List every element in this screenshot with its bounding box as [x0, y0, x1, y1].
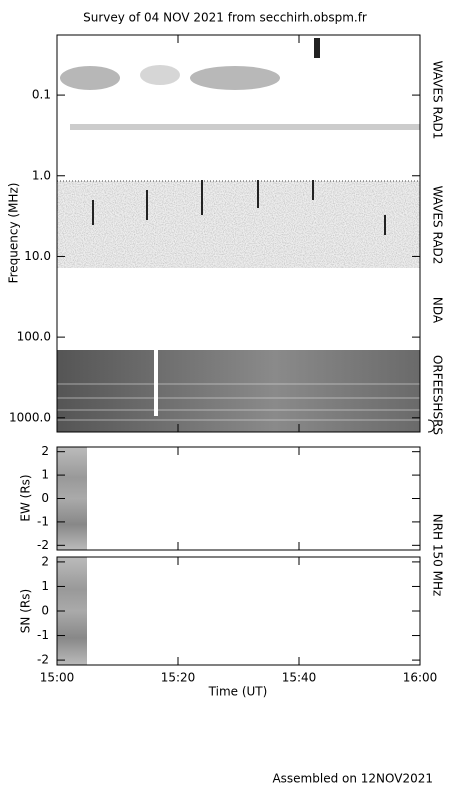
spectrogram-imagery	[57, 38, 435, 665]
y-tick-label: 0	[41, 604, 49, 618]
instrument-label: NDA	[431, 297, 445, 324]
ew-label: EW (Rs)	[19, 474, 33, 521]
instrument-label: WAVES RAD1	[431, 61, 445, 140]
y-tick-label: -2	[37, 538, 49, 552]
title: Survey of 04 NOV 2021 from secchirh.obsp…	[83, 11, 367, 25]
x-tick-label: 15:20	[161, 671, 196, 685]
sn-frame	[56, 556, 421, 666]
ew-frame	[56, 446, 421, 551]
x-tick-label: 15:00	[40, 671, 75, 685]
y-tick-label: 1000.0	[9, 410, 51, 424]
y-tick-label: -1	[37, 628, 49, 642]
y-tick-label: 10.0	[24, 249, 51, 263]
y-tick-label: -1	[37, 514, 49, 528]
y-tick-label: 100.0	[17, 330, 51, 344]
nrh-label: NRH 150 MHz	[431, 514, 445, 597]
instrument-label: WAVES RAD2	[431, 186, 445, 265]
y-tick-label: 2	[41, 444, 49, 458]
footer: Assembled on 12NOV2021	[272, 772, 433, 786]
y-tick-label: 1	[41, 579, 49, 593]
x-tick-label: 16:00	[403, 671, 438, 685]
x-tick-label: 15:40	[282, 671, 317, 685]
frequency-label: Frequency (MHz)	[7, 183, 21, 284]
y-tick-label: 2	[41, 554, 49, 568]
y-tick-label: -2	[37, 653, 49, 667]
frequency-frame	[56, 34, 421, 433]
time-label: Time (UT)	[208, 685, 268, 699]
y-tick-label: 0.1	[32, 88, 51, 102]
y-tick-label: 0	[41, 491, 49, 505]
instrument-label: ORFEESHSRS	[431, 355, 445, 435]
y-tick-label: 1.0	[32, 168, 51, 182]
y-tick-label: 1	[41, 468, 49, 482]
sn-label: SN (Rs)	[19, 589, 33, 633]
